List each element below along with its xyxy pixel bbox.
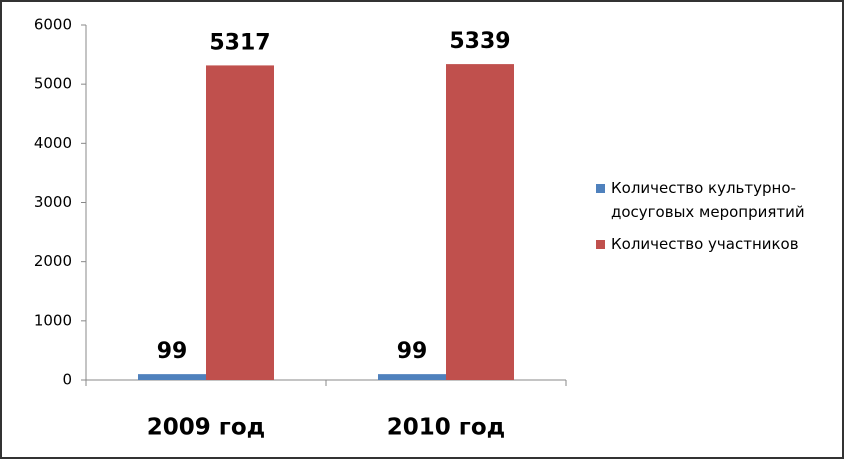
legend-swatch: [596, 240, 605, 249]
x-tick-label: 2009 год: [147, 415, 265, 441]
y-tick-label: 5000: [34, 75, 72, 93]
data-label: 99: [157, 339, 188, 364]
y-tick-label: 0: [62, 371, 72, 389]
bar: [446, 64, 514, 381]
data-label: 5317: [209, 30, 270, 55]
legend-swatch: [596, 184, 605, 193]
y-tick-label: 3000: [34, 193, 72, 211]
legend-item: Количество культурно-досуговых мероприят…: [596, 176, 836, 224]
legend-label: Количество культурно-досуговых мероприят…: [611, 179, 805, 221]
bar: [378, 374, 446, 380]
legend-item: Количество участников: [596, 232, 836, 256]
bar: [206, 65, 274, 381]
x-tick-label: 2010 год: [387, 415, 505, 441]
legend: Количество культурно-досуговых мероприят…: [596, 176, 836, 264]
y-tick-label: 4000: [34, 134, 72, 152]
bar: [138, 374, 206, 380]
y-tick-label: 2000: [34, 252, 72, 270]
legend-label: Количество участников: [611, 235, 799, 253]
data-label: 99: [397, 339, 428, 364]
y-tick-label: 1000: [34, 311, 72, 329]
data-label: 5339: [449, 29, 510, 54]
y-tick-label: 6000: [34, 16, 72, 34]
